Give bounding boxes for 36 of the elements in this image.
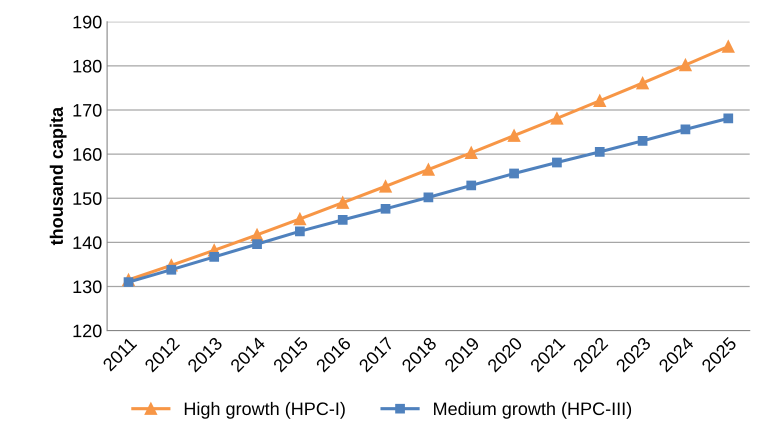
point	[550, 112, 564, 125]
point	[379, 180, 392, 193]
point	[594, 147, 605, 157]
y-axis-title: thousand capita	[50, 106, 67, 246]
y-tick-label: 150	[73, 192, 102, 205]
point	[509, 168, 519, 178]
point	[636, 76, 649, 90]
y-tick-label: 170	[73, 104, 102, 117]
point	[166, 264, 176, 275]
point	[338, 214, 348, 225]
point	[723, 114, 734, 124]
point	[209, 252, 220, 262]
y-tick-label: 120	[73, 324, 102, 338]
legend-label: High growth (HPC-I)	[184, 402, 345, 419]
point	[294, 212, 306, 226]
y-tick-label: 140	[73, 236, 102, 250]
y-tick-label: 160	[73, 148, 102, 161]
point	[680, 124, 690, 134]
point	[679, 58, 692, 72]
point	[422, 163, 435, 176]
point	[722, 40, 735, 53]
point	[464, 146, 478, 160]
point	[252, 239, 262, 249]
y-tick-label: 180	[73, 60, 102, 73]
point	[380, 204, 390, 214]
y-tick-label: 190	[73, 16, 102, 28]
point	[466, 180, 476, 190]
point	[336, 196, 349, 209]
point	[594, 94, 606, 107]
y-tick-label: 130	[73, 280, 102, 294]
point	[552, 158, 562, 168]
point	[508, 129, 520, 142]
point	[424, 192, 434, 202]
legend-label: Medium growth (HPC-III)	[434, 402, 632, 419]
point	[638, 136, 648, 146]
point	[295, 226, 305, 236]
